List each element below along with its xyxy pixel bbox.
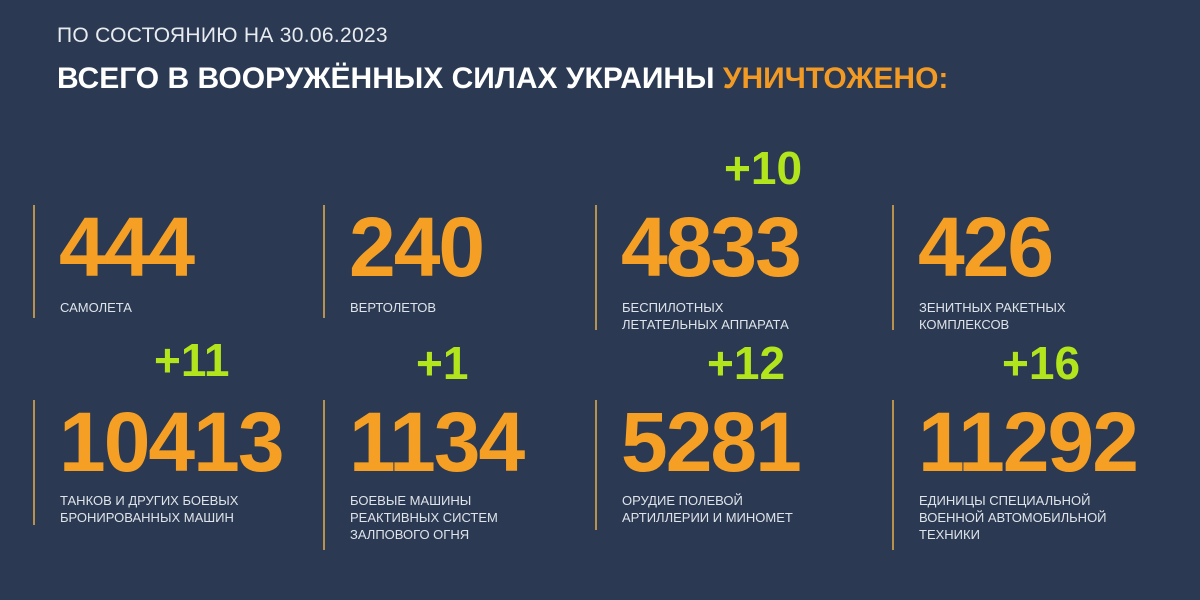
stat-label: ВЕРТОЛЕТОВ bbox=[350, 300, 437, 315]
stat-label: БЕСПИЛОТНЫХ ЛЕТАТЕЛЬНЫХ АППАРАТА bbox=[622, 300, 789, 332]
title-highlight: УНИЧТОЖЕНО: bbox=[722, 62, 949, 95]
divider bbox=[892, 400, 894, 550]
divider bbox=[595, 400, 597, 530]
divider bbox=[33, 205, 35, 318]
stat-label: ОРУДИЕ ПОЛЕВОЙ АРТИЛЛЕРИИ И МИНОМЕТ bbox=[622, 493, 793, 525]
stat-label: САМОЛЕТА bbox=[60, 300, 132, 315]
delta-uav: +10 bbox=[724, 142, 803, 194]
report-date: ПО СОСТОЯНИЮ НА 30.06.2023 bbox=[57, 24, 388, 47]
divider bbox=[892, 205, 894, 330]
stat-value: 5281 bbox=[621, 395, 802, 489]
delta-artillery: +12 bbox=[707, 337, 786, 389]
title-main: ВСЕГО В ВООРУЖЁННЫХ СИЛАХ УКРАИНЫ bbox=[57, 62, 715, 95]
stat-value: 240 bbox=[349, 200, 485, 294]
stat-label: ЗЕНИТНЫХ РАКЕТНЫХ КОМПЛЕКСОВ bbox=[919, 300, 1066, 332]
divider bbox=[595, 205, 597, 330]
stat-value: 11292 bbox=[918, 395, 1139, 489]
delta-vehicles: +16 bbox=[1002, 337, 1081, 389]
delta-mlrs: +1 bbox=[416, 337, 469, 389]
stat-value: 4833 bbox=[621, 200, 802, 294]
page-title: ВСЕГО В ВООРУЖЁННЫХ СИЛАХ УКРАИНЫ УНИЧТО… bbox=[57, 62, 948, 96]
stat-label: ТАНКОВ И ДРУГИХ БОЕВЫХ БРОНИРОВАННЫХ МАШ… bbox=[60, 493, 239, 525]
stat-value: 444 bbox=[59, 200, 195, 294]
stat-value: 10413 bbox=[59, 395, 285, 489]
stat-label: ЕДИНИЦЫ СПЕЦИАЛЬНОЙ ВОЕННОЙ АВТОМОБИЛЬНО… bbox=[919, 493, 1107, 542]
divider bbox=[323, 400, 325, 550]
stat-value: 426 bbox=[918, 200, 1054, 294]
divider bbox=[323, 205, 325, 318]
divider bbox=[33, 400, 35, 525]
stat-label: БОЕВЫЕ МАШИНЫ РЕАКТИВНЫХ СИСТЕМ ЗАЛПОВОГ… bbox=[350, 493, 498, 542]
stat-value: 1134 bbox=[349, 395, 525, 489]
delta-tanks: +11 bbox=[154, 334, 230, 386]
